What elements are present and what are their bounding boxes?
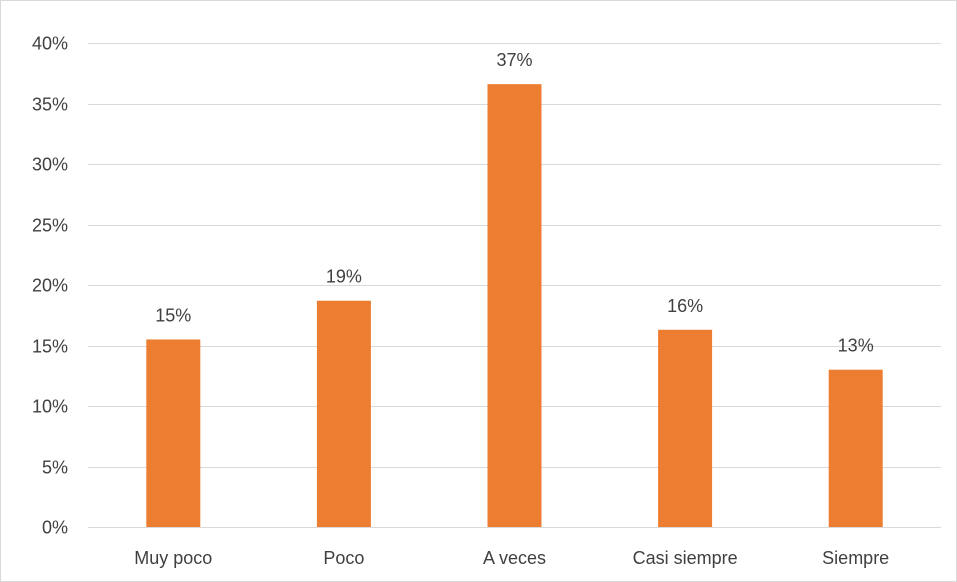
y-axis-ticks: 0% 5% 10% 15% 20% 25% 30% 35% 40% [32, 34, 68, 538]
y-tick-label: 10% [32, 397, 68, 417]
y-tick-label: 30% [32, 155, 68, 175]
y-tick-label: 20% [32, 276, 68, 296]
data-labels: 15% 19% 37% 16% 13% [155, 50, 873, 356]
y-tick-label: 25% [32, 216, 68, 236]
x-category-label: Casi siempre [633, 548, 738, 568]
x-category-label: Siempre [822, 548, 889, 568]
y-tick-label: 0% [42, 518, 68, 538]
bars [146, 84, 883, 527]
x-category-label: Poco [323, 548, 364, 568]
x-axis-categories: Muy poco Poco A veces Casi siempre Siempre [134, 548, 889, 568]
y-tick-label: 15% [32, 337, 68, 357]
bar [658, 329, 713, 527]
bar [487, 84, 542, 527]
data-label: 16% [667, 296, 703, 316]
bar [146, 339, 201, 527]
bar [828, 369, 883, 527]
data-label: 13% [838, 336, 874, 356]
bar [316, 300, 371, 527]
y-tick-label: 5% [42, 458, 68, 478]
x-category-label: Muy poco [134, 548, 212, 568]
data-label: 37% [496, 50, 532, 70]
y-tick-label: 40% [32, 34, 68, 54]
data-label: 15% [155, 305, 191, 325]
data-label: 19% [326, 267, 362, 287]
y-tick-label: 35% [32, 95, 68, 115]
x-category-label: A veces [483, 548, 546, 568]
